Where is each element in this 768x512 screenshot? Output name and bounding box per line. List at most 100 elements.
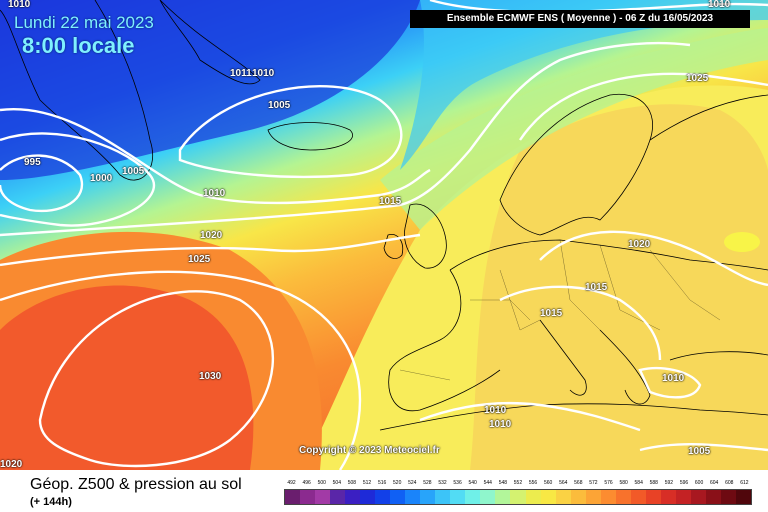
scale-value-label: 576 bbox=[604, 480, 613, 486]
color-scale-bar bbox=[284, 489, 752, 505]
scale-value-label: 572 bbox=[589, 480, 598, 486]
scale-value-label: 524 bbox=[408, 480, 417, 486]
scale-color-swatch bbox=[480, 490, 496, 504]
coastlines bbox=[0, 0, 768, 431]
isobar-label: 1011 bbox=[230, 68, 252, 79]
scale-color-swatch bbox=[465, 490, 481, 504]
forecast-date: Lundi 22 mai 2023 bbox=[14, 13, 154, 32]
isobar-1015-east bbox=[499, 285, 662, 361]
scale-color-swatch bbox=[495, 490, 511, 504]
map-title: Géop. Z500 & pression au sol bbox=[30, 476, 242, 493]
isobars bbox=[0, 0, 768, 470]
scale-value-label: 544 bbox=[483, 480, 492, 486]
scale-value-label: 540 bbox=[468, 480, 477, 486]
scale-color-swatch bbox=[720, 490, 736, 504]
coast-north-africa bbox=[379, 403, 768, 431]
isobar-1025-east bbox=[519, 72, 768, 141]
scale-value-label: 596 bbox=[679, 480, 689, 486]
isobar-1030 bbox=[38, 290, 274, 468]
isobar-label: 995 bbox=[24, 157, 41, 168]
isobar-label: 1010 bbox=[489, 419, 512, 430]
scale-color-swatch bbox=[570, 490, 586, 504]
coast-balkans-greece bbox=[599, 329, 651, 405]
forecast-lead-time: (+ 144h) bbox=[30, 496, 72, 508]
scale-color-swatch bbox=[630, 490, 646, 504]
isobar-label: 1010 bbox=[484, 405, 507, 416]
scale-color-swatch bbox=[435, 490, 451, 504]
scale-value-label: 516 bbox=[377, 480, 387, 486]
field-red-high bbox=[0, 285, 254, 470]
scale-color-swatch bbox=[615, 490, 631, 504]
isobar-label: 1025 bbox=[686, 73, 709, 84]
isobar-label: 1005 bbox=[122, 166, 145, 177]
isobar-label: 1015 bbox=[379, 196, 402, 207]
scale-color-swatch bbox=[735, 490, 751, 504]
isobar-1020-east bbox=[539, 230, 768, 287]
coast-continent bbox=[449, 239, 768, 271]
copyright-notice: Copyright © 2023 Meteociel.fr bbox=[299, 445, 440, 456]
color-scale-labels: 492 496 500 504 508 512 516 520 524 528 532 536 540 5… bbox=[284, 478, 752, 489]
scale-value-label: 548 bbox=[498, 480, 508, 486]
isobar-label: 1015 bbox=[540, 308, 563, 319]
scale-color-swatch bbox=[555, 490, 571, 504]
scale-value-label: 536 bbox=[453, 480, 462, 486]
isobar-label: 1025 bbox=[188, 254, 211, 265]
isobar-label: 1015 bbox=[585, 282, 608, 293]
model-run-info: Ensemble ECMWF ENS ( Moyenne ) - 06 Z du… bbox=[410, 10, 750, 28]
forecast-time: 8:00 locale bbox=[22, 33, 135, 58]
isobar-1010-greece bbox=[638, 366, 702, 399]
scale-value-label: 528 bbox=[423, 480, 432, 486]
isobar-label: 1020 bbox=[0, 459, 23, 470]
scale-value-label: 584 bbox=[634, 480, 643, 486]
scale-color-swatch bbox=[330, 490, 346, 504]
coast-finland-russia bbox=[649, 94, 768, 141]
scale-color-swatch bbox=[375, 490, 391, 504]
scale-color-swatch bbox=[345, 490, 361, 504]
scale-color-swatch bbox=[390, 490, 406, 504]
scale-value-label: 504 bbox=[332, 480, 341, 486]
isobar-1010 bbox=[0, 107, 431, 205]
scale-color-swatch bbox=[525, 490, 541, 504]
scale-value-label: 552 bbox=[513, 480, 523, 486]
scale-color-swatch bbox=[285, 490, 301, 504]
isobar-label: 1010 bbox=[8, 0, 31, 10]
scale-value-label: 556 bbox=[528, 480, 538, 486]
scale-color-swatch bbox=[705, 490, 721, 504]
scale-color-swatch bbox=[675, 490, 691, 504]
field-deep-blue-north bbox=[0, 0, 420, 180]
isobar-label: 1000 bbox=[90, 173, 113, 184]
scale-value-label: 588 bbox=[649, 480, 658, 486]
warm-cell-east bbox=[724, 232, 760, 252]
scale-value-label: 500 bbox=[317, 480, 326, 486]
isobar-1025 bbox=[0, 270, 362, 470]
scale-color-swatch bbox=[405, 490, 421, 504]
coast-greenland-east bbox=[159, 0, 261, 85]
isobar-label: 1010 bbox=[662, 373, 685, 384]
borders bbox=[399, 239, 721, 381]
scale-value-label: 492 bbox=[287, 480, 296, 486]
scale-value-label: 508 bbox=[347, 480, 357, 486]
scale-color-swatch bbox=[360, 490, 376, 504]
isobar-top bbox=[429, 0, 768, 14]
scale-color-swatch bbox=[420, 490, 436, 504]
scale-color-swatch bbox=[690, 490, 706, 504]
scale-color-swatch bbox=[450, 490, 466, 504]
scale-value-label: 496 bbox=[302, 480, 311, 486]
isobar-label: 1010 bbox=[252, 68, 275, 79]
isobar-1005 bbox=[0, 132, 156, 227]
coast-turkey bbox=[669, 351, 768, 361]
scale-value-label: 512 bbox=[362, 480, 372, 486]
coast-greenland bbox=[0, 0, 154, 181]
scale-value-label: 612 bbox=[740, 480, 749, 486]
isobar-label: 1030 bbox=[199, 371, 222, 382]
scale-value-label: 600 bbox=[694, 480, 704, 486]
isobar-label: 1020 bbox=[200, 230, 223, 241]
isobar-low-iceland bbox=[178, 85, 403, 179]
scale-color-swatch bbox=[645, 490, 661, 504]
geopotential-map bbox=[0, 0, 768, 470]
scale-value-label: 592 bbox=[664, 480, 674, 486]
scale-value-label: 608 bbox=[725, 480, 734, 486]
isobar-label: 1010 bbox=[708, 0, 731, 10]
scale-color-swatch bbox=[510, 490, 526, 504]
isobar-1005-south bbox=[639, 443, 768, 452]
